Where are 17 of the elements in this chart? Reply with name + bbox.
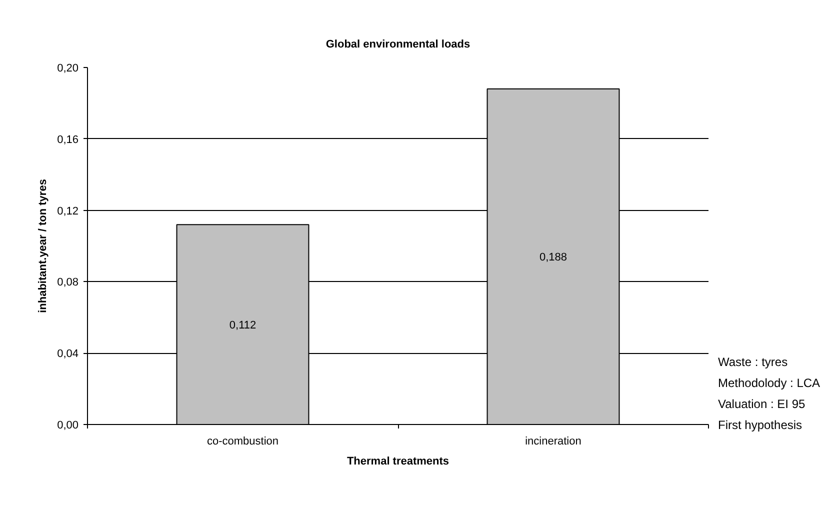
x-tick-label: co-combustion — [206, 436, 279, 448]
text: First hypothesis — [718, 418, 802, 432]
y-axis-title: inhabitant.year / ton tyres — [37, 179, 50, 313]
chart-title: Global environmental loads — [326, 38, 470, 50]
y-tick-label: 0,08 — [57, 276, 79, 289]
data-label: 0,112 — [229, 320, 256, 332]
data-label: 0,188 — [539, 252, 568, 264]
x-axis-title: Thermal treatments — [346, 456, 450, 468]
y-tick-label: 0,16 — [57, 134, 79, 146]
y-tick-label: 0,20 — [57, 62, 79, 74]
text: Waste : tyres — [718, 355, 788, 369]
text: Methodolody : LCA — [718, 376, 820, 390]
x-tick-label: incineration — [525, 436, 582, 448]
text: Valuation : EI 95 — [718, 397, 806, 411]
y-tick-label: 0,12 — [57, 205, 79, 218]
y-tick-label: 0,00 — [57, 420, 79, 432]
y-tick-label: 0,04 — [57, 348, 79, 360]
